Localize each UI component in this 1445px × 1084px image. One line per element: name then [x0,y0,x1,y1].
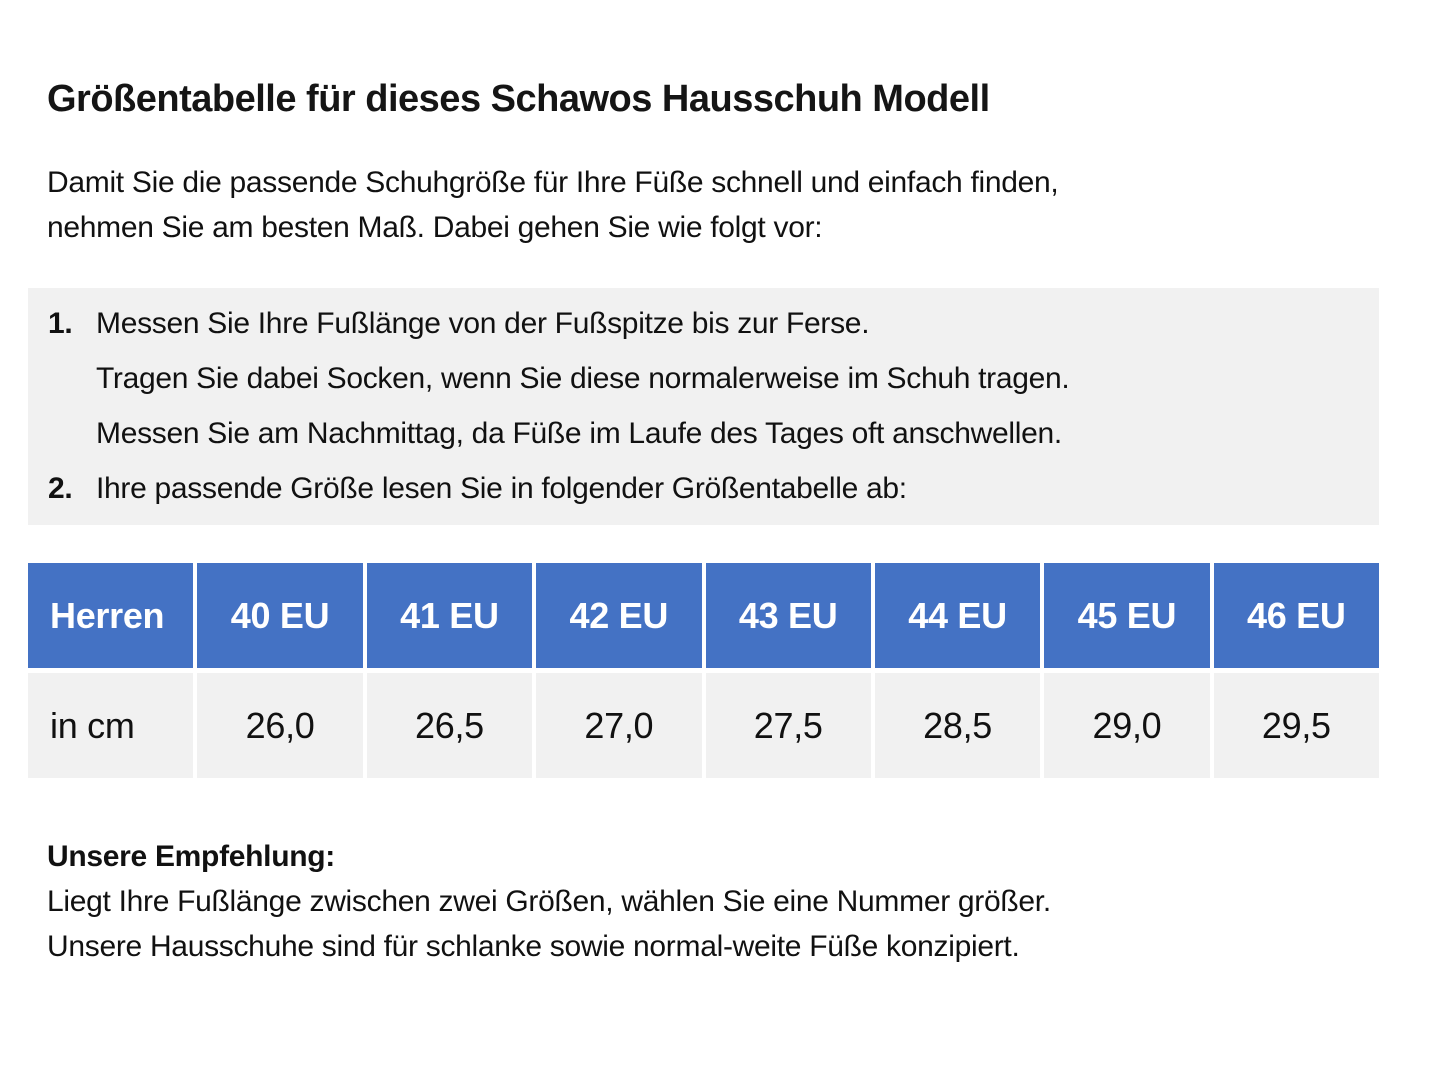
step-row-4: 2. Ihre passende Größe lesen Sie in folg… [48,461,1359,516]
size-table-header-herren: Herren [28,563,194,668]
size-table-header-42eu: 42 EU [536,563,702,668]
step-row-2: Tragen Sie dabei Socken, wenn Sie diese … [48,351,1359,406]
size-table-cell-incm: in cm [28,673,194,778]
size-table-header-45eu: 45 EU [1044,563,1210,668]
recommendation-line-2: Unsere Hausschuhe sind für schlanke sowi… [47,930,1020,963]
step-number: 2. [48,471,73,505]
size-table-cell-41eu-cm: 26,5 [366,673,533,778]
size-table-header-40eu: 40 EU [197,563,363,668]
size-table-cell-42eu-cm: 27,0 [536,673,702,778]
intro-line-2: nehmen Sie am besten Maß. Dabei gehen Si… [47,211,823,244]
step-text: Tragen Sie dabei Socken, wenn Sie diese … [96,361,1070,395]
size-table: Herren 40 EU 41 EU 42 EU 43 EU 44 EU 45 … [28,563,1379,778]
size-table-cell-44eu-cm: 28,5 [874,673,1041,778]
measuring-steps-box: 1. Messen Sie Ihre Fußlänge von der Fußs… [28,288,1379,525]
size-table-header-46eu: 46 EU [1213,563,1379,668]
recommendation-section: Unsere Empfehlung: Liegt Ihre Fußlänge z… [47,834,1379,969]
size-table-cell-40eu-cm: 26,0 [197,673,363,778]
step-text: Messen Sie Ihre Fußlänge von der Fußspit… [96,306,870,340]
size-table-cell-45eu-cm: 29,0 [1044,673,1210,778]
intro-paragraph: Damit Sie die passende Schuhgröße für Ih… [47,160,1379,250]
recommendation-heading: Unsere Empfehlung: [47,840,335,873]
size-table-cell-43eu-cm: 27,5 [705,673,871,778]
step-text: Messen Sie am Nachmittag, da Füße im Lau… [96,416,1062,450]
step-row-3: Messen Sie am Nachmittag, da Füße im Lau… [48,406,1359,461]
page-title: Größentabelle für dieses Schawos Haussch… [47,78,990,120]
size-table-header-44eu: 44 EU [874,563,1041,668]
recommendation-line-1: Liegt Ihre Fußlänge zwischen zwei Größen… [47,885,1051,918]
size-table-header-41eu: 41 EU [366,563,533,668]
size-table-cell-46eu-cm: 29,5 [1213,673,1379,778]
step-number: 1. [48,306,73,340]
intro-line-1: Damit Sie die passende Schuhgröße für Ih… [47,166,1059,199]
step-row-1: 1. Messen Sie Ihre Fußlänge von der Fußs… [48,296,1359,351]
size-table-header-43eu: 43 EU [705,563,871,668]
step-text: Ihre passende Größe lesen Sie in folgend… [96,471,907,505]
